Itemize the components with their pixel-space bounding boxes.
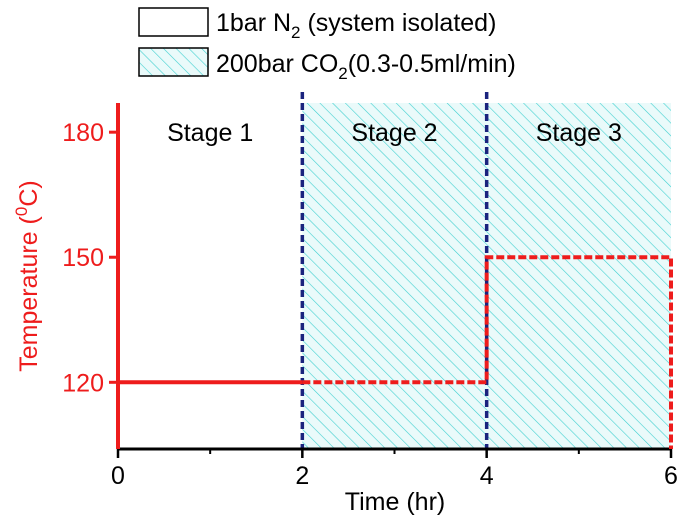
legend-entry-1: 1bar N2 (system isolated): [216, 9, 496, 42]
stage-label-3: Stage 3: [536, 119, 622, 147]
legend-swatch-open: [138, 7, 209, 37]
y-axis-label-sup: 0: [12, 207, 31, 216]
stage-label-1: Stage 1: [167, 119, 253, 147]
y-ticks: 120 150 180: [62, 119, 118, 397]
y-tick-label: 150: [62, 244, 104, 272]
y-tick-label: 120: [62, 369, 104, 397]
temperature-segment-2: [302, 255, 673, 449]
legend-entry-1-sub: 2: [291, 23, 300, 42]
legend-entry-2: 200bar CO2(0.3-0.5ml/min): [216, 50, 516, 83]
legend: 1bar N2 (system isolated) 200bar CO2(0.3…: [138, 7, 516, 83]
x-tick-label: 6: [664, 462, 678, 490]
temperature-profile: [118, 255, 673, 449]
x-ticks: 0 2 4 6: [111, 449, 678, 490]
x-tick-label: 2: [295, 462, 309, 490]
stage-labels: Stage 1 Stage 2 Stage 3: [167, 119, 622, 147]
stage-boundaries: [300, 92, 489, 449]
x-axis-label: Time (hr): [345, 488, 445, 516]
x-tick-label: 0: [111, 462, 125, 490]
y-axis-label: Temperature (0C): [12, 180, 43, 371]
legend-entry-2-sub: 2: [338, 64, 347, 83]
y-tick-label: 180: [62, 119, 104, 147]
legend-swatch-hatched: [138, 47, 209, 77]
stage-label-2: Stage 2: [351, 119, 437, 147]
x-tick-label: 4: [480, 462, 494, 490]
